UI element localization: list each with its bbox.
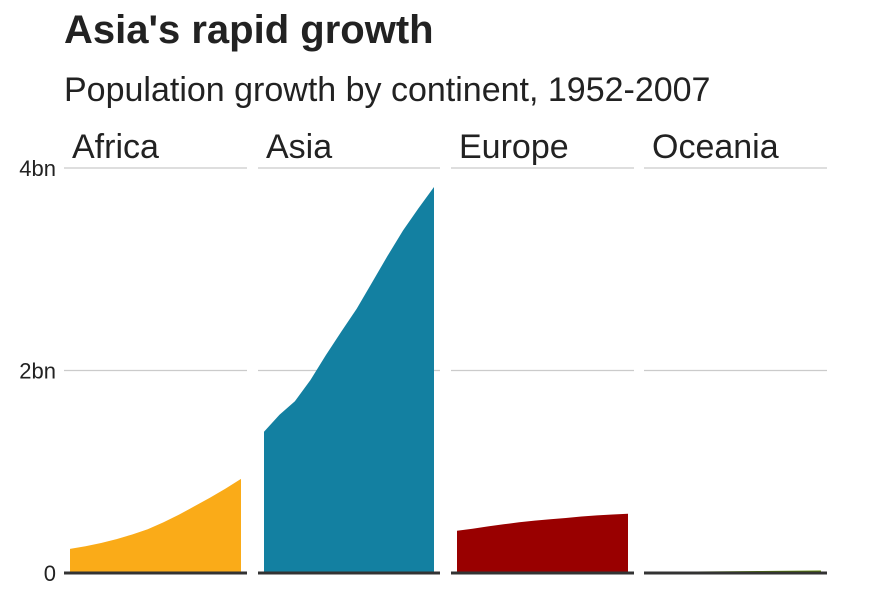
panel-asia: Asia [258, 128, 440, 575]
panel-oceania: Oceania [644, 128, 827, 575]
area-asia [264, 187, 434, 573]
area-europe [457, 513, 628, 573]
chart-title: Asia's rapid growth [64, 8, 434, 52]
panel-africa: Africa [64, 128, 247, 575]
y-tick-label: 0 [44, 561, 56, 586]
y-tick-label: 4bn [19, 156, 56, 181]
panel-label: Africa [72, 128, 159, 166]
panel-europe: Europe [451, 128, 634, 575]
panel-label: Oceania [652, 128, 779, 166]
area-africa [70, 478, 241, 573]
panel-label: Europe [459, 128, 569, 166]
chart-subtitle: Population growth by continent, 1952-200… [64, 71, 711, 109]
panel-label: Asia [266, 128, 332, 166]
y-tick-label: 2bn [19, 359, 56, 384]
